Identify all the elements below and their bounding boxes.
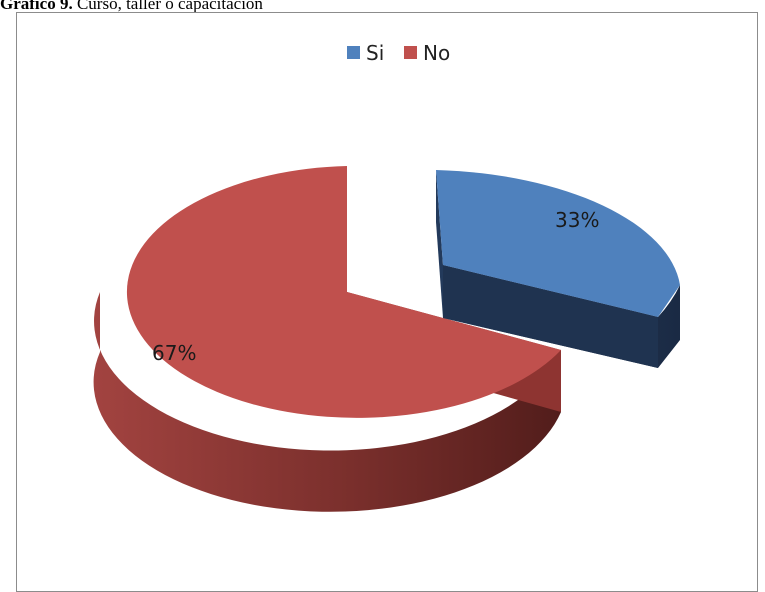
slice-si	[436, 170, 680, 368]
caption-text: Curso, taller o capacitación	[76, 0, 263, 13]
legend-label-no: No	[423, 41, 450, 65]
pie-chart: Si No 33% 67%	[93, 41, 680, 512]
slice-no	[93, 166, 562, 512]
legend-swatch-no	[404, 46, 417, 59]
data-label-si: 33%	[555, 208, 599, 232]
slice-si-top	[436, 170, 680, 317]
slice-si-cut-edge	[436, 170, 443, 318]
figure-caption: Gráfico 9. Curso, taller o capacitación	[0, 0, 263, 14]
slice-no-top	[126, 166, 562, 418]
legend-label-si: Si	[366, 41, 384, 65]
slice-si-front	[443, 265, 658, 368]
slice-no-side	[93, 292, 562, 512]
caption-number: Gráfico 9.	[0, 0, 73, 13]
data-label-no: 67%	[152, 341, 196, 365]
legend-swatch-si	[347, 46, 360, 59]
